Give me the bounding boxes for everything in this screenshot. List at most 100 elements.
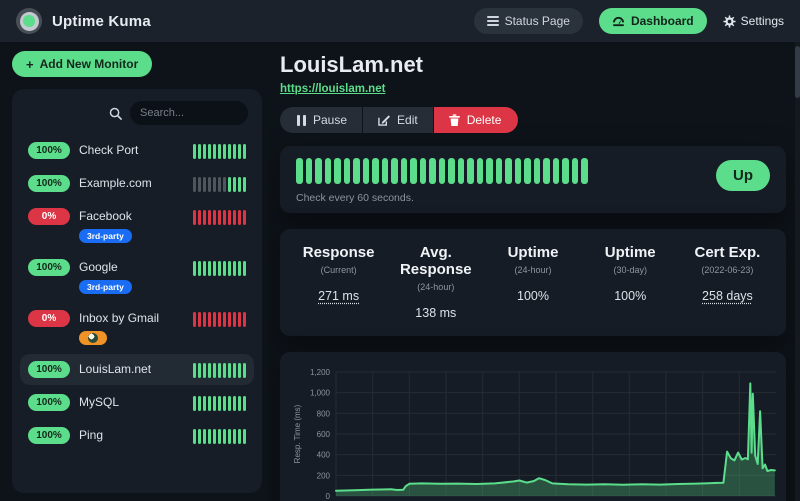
- add-new-monitor-label: Add New Monitor: [39, 57, 139, 71]
- heartbeat-tick: [233, 261, 236, 276]
- edit-button[interactable]: Edit: [363, 107, 433, 133]
- sidebar: + Add New Monitor 100% Check Port 100% Exam…: [0, 42, 268, 501]
- uptime-percent-badge: 100%: [28, 259, 70, 276]
- app-title: Uptime Kuma: [52, 12, 151, 30]
- monitor-list-item[interactable]: 100% MySQL: [20, 387, 254, 418]
- monitor-url-link[interactable]: https://louislam.net: [280, 83, 386, 95]
- response-chart-card: 02004006008001,0001,20016:1316:4317:1317…: [280, 352, 786, 501]
- search-input[interactable]: [130, 101, 248, 125]
- dashboard-button[interactable]: Dashboard: [598, 8, 707, 34]
- stat-label: Uptime: [507, 244, 559, 261]
- delete-button[interactable]: Delete: [433, 107, 519, 133]
- y-tick-label: 600: [317, 430, 331, 439]
- heartbeat-tick: [243, 210, 246, 225]
- heartbeat-tick: [213, 261, 216, 276]
- heartbeat-tick: [193, 261, 196, 276]
- monitor-name: MySQL: [79, 395, 120, 409]
- scrollbar-track[interactable]: [795, 42, 800, 501]
- heartbeat-tick: [467, 158, 474, 184]
- stat-column: Uptime (30-day) 100%: [582, 244, 679, 320]
- pause-button[interactable]: Pause: [280, 107, 363, 133]
- scrollbar-thumb[interactable]: [795, 46, 800, 98]
- heartbeat-tick: [213, 312, 216, 327]
- response-area-fill: [336, 383, 775, 496]
- heartbeat-tick: [193, 396, 196, 411]
- heartbeat-tick: [223, 396, 226, 411]
- monitor-name-column: Ping: [79, 427, 103, 444]
- stat-value: 100%: [614, 289, 647, 303]
- heartbeat-tick: [476, 158, 483, 184]
- top-nav: Status Page Dashboard Settings: [473, 8, 784, 34]
- heartbeat-tick: [218, 396, 221, 411]
- monitor-list-item[interactable]: 100% Google 3rd-party: [20, 252, 254, 301]
- heartbeat-tick: [228, 363, 231, 378]
- add-new-monitor-button[interactable]: + Add New Monitor: [12, 51, 153, 77]
- monitor-list-item[interactable]: 0% Facebook 3rd-party: [20, 201, 254, 250]
- heartbeat-tick: [233, 210, 236, 225]
- heartbeat-tick: [223, 429, 226, 444]
- heartbeat-tick: [193, 144, 196, 159]
- heartbeat-tick: [218, 210, 221, 225]
- heartbeat-tick: [208, 363, 211, 378]
- heartbeat-bars: [296, 158, 700, 184]
- stat-subtitle: (2022-06-23): [701, 265, 754, 275]
- heartbeat-tick: [243, 429, 246, 444]
- monitor-name: LouisLam.net: [79, 362, 152, 376]
- heartbeat-tick: [203, 177, 206, 192]
- uptime-percent-badge: 100%: [28, 394, 70, 411]
- heartbeat-tick: [218, 261, 221, 276]
- heartbeat-tick: [524, 158, 531, 184]
- heartbeat-tick: [238, 261, 241, 276]
- monitor-tag: 3rd-party: [79, 280, 132, 294]
- stat-subtitle: (Current): [320, 265, 357, 275]
- heartbeat-tick: [223, 312, 226, 327]
- status-page-button[interactable]: Status Page: [473, 8, 583, 34]
- heartbeat-tick: [198, 429, 201, 444]
- stat-label: Avg. Response: [399, 244, 472, 278]
- heartbeat-tick: [213, 396, 216, 411]
- heartbeat-tick: [233, 312, 236, 327]
- heartbeat-tick: [400, 158, 407, 184]
- heartbeat-tick: [208, 312, 211, 327]
- heartbeat-tick: [324, 158, 331, 184]
- heartbeat-tick: [238, 210, 241, 225]
- heartbeat-tick: [228, 210, 231, 225]
- monitor-name-column: Google 3rd-party: [79, 259, 132, 294]
- stat-value: 258 days: [702, 289, 753, 303]
- y-tick-label: 1,000: [310, 389, 331, 398]
- heartbeat-tick: [213, 177, 216, 192]
- monitor-tag: 3rd-party: [79, 229, 132, 243]
- stat-label: Response: [302, 244, 375, 261]
- monitor-list-item[interactable]: 100% Check Port: [20, 135, 254, 166]
- heartbeat-tick: [233, 363, 236, 378]
- heartbeat-tick: [228, 144, 231, 159]
- monitor-list-item[interactable]: 100% LouisLam.net: [20, 354, 254, 385]
- heartbeat-tick: [223, 144, 226, 159]
- heartbeat-tick: [193, 177, 196, 192]
- heartbeat-tick: [198, 177, 201, 192]
- heartbeat-tick: [238, 429, 241, 444]
- heartbeat-tick: [243, 261, 246, 276]
- settings-label: Settings: [740, 14, 784, 28]
- settings-button[interactable]: Settings: [723, 14, 784, 28]
- pause-label: Pause: [313, 113, 348, 127]
- monitor-list-item[interactable]: 0% Inbox by Gmail: [20, 303, 254, 352]
- monitor-list-item[interactable]: 100% Example.com: [20, 168, 254, 199]
- heartbeat-tick: [419, 158, 426, 184]
- heartbeat-tick: [218, 144, 221, 159]
- heartbeat-tick: [448, 158, 455, 184]
- monitor-name: Facebook: [79, 209, 132, 223]
- heartbeat-tick: [562, 158, 569, 184]
- heartbeat-tick: [203, 396, 206, 411]
- monitor-name: Check Port: [79, 143, 139, 157]
- monitor-list-item[interactable]: 100% Ping: [20, 420, 254, 451]
- heartbeat-tick: [296, 158, 303, 184]
- stat-label: Cert Exp.: [694, 244, 761, 261]
- heartbeat-tick: [213, 144, 216, 159]
- stat-value: 100%: [517, 289, 549, 303]
- stat-label: Uptime: [604, 244, 656, 261]
- mini-heartbeat-bars: [193, 142, 246, 159]
- stat-column: Response (Current) 271 ms: [290, 244, 387, 320]
- heartbeat-tick: [581, 158, 588, 184]
- heartbeat-tick: [193, 210, 196, 225]
